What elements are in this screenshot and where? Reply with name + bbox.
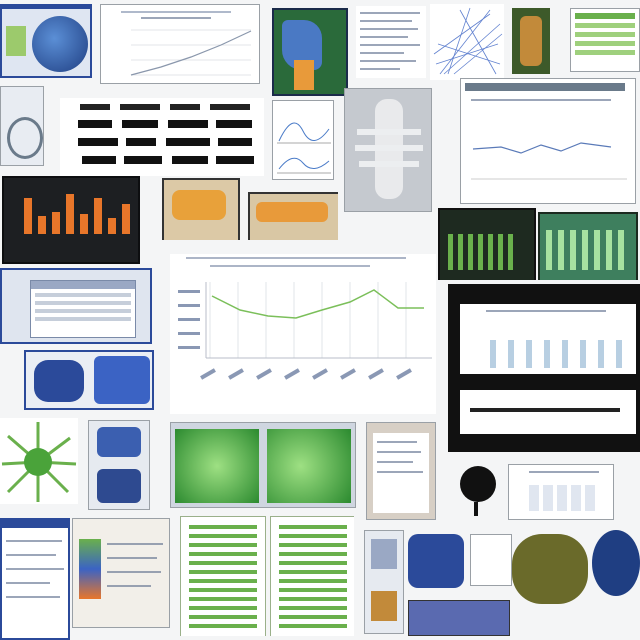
list-icon [60,98,264,176]
tile-blue-form [0,518,70,640]
tile-green-bars-screens [438,208,640,280]
tile-report-graph [460,78,636,204]
network-icon [433,7,503,75]
tile-brown-document [366,422,436,520]
tile-green-scan-screens [170,422,356,508]
tile-photo-scan [272,8,348,96]
monitor-icon [175,429,259,503]
table-icon [575,13,635,67]
tile-green-list-sheets [180,516,354,636]
tile-map-screen [0,4,92,78]
model-icon [408,534,464,588]
tile-color-document [72,518,170,628]
tile-anatomy-slides [162,178,338,240]
tile-light-table [508,464,614,520]
tile-center-line-chart [170,254,436,414]
tile-black-blob [456,462,500,518]
document-icon [180,516,266,636]
xray-icon [345,89,431,211]
tile-redacted-list [60,98,264,176]
tile-xray-spine [344,88,432,212]
bar-chart-icon [438,208,536,280]
tile-side-panel [0,86,44,166]
line-chart-icon [178,257,432,380]
tile-small-panels [364,530,404,634]
tile-line-chart-small [100,4,260,84]
tile-figurine [512,8,550,74]
tile-blue-devices [88,420,150,510]
tile-orange-bar-chart [2,176,140,264]
chart-icon [130,29,252,76]
tile-blue-network [430,4,504,80]
bar-chart-icon [460,304,636,374]
tile-green-table [570,8,640,72]
radial-icon [1,422,77,502]
tile-blue-shapes [24,350,154,410]
document-icon [356,6,426,78]
bar-chart-icon [18,188,132,234]
tile-table-screen [0,268,152,344]
image-icon [162,178,240,240]
tile-framed-bar-chart [448,284,640,452]
tile-green-radial [0,418,78,504]
tile-text-document [356,6,426,78]
chart-icon [471,142,627,180]
tile-blue-models [408,530,640,640]
tile-small-graphs [272,100,334,180]
globe-icon [32,16,88,72]
